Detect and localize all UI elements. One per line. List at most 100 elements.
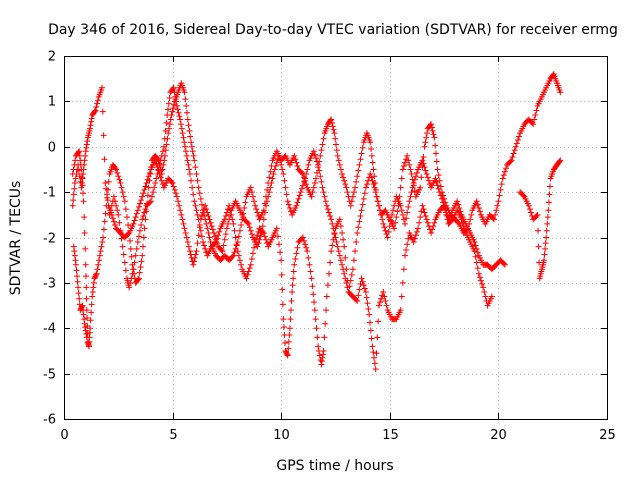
data-point-track-c (80, 311, 87, 318)
data-point-track-c (543, 227, 550, 234)
data-point-track-a (196, 190, 203, 197)
data-point-track-c (544, 214, 551, 221)
data-point-track-c (378, 295, 385, 302)
data-point-track-a (236, 227, 243, 234)
data-point-track-c (277, 249, 284, 256)
data-point-track-a (205, 229, 212, 236)
data-point-track-c (381, 293, 388, 300)
data-point-track-c (71, 248, 78, 255)
data-point-track-b (304, 166, 311, 173)
data-point-track-a (394, 208, 401, 215)
data-point-track-a (489, 215, 496, 222)
data-point-track-a (84, 315, 91, 322)
data-point-track-c (156, 161, 163, 168)
data-point-track-a (350, 189, 357, 196)
data-point-track-b (314, 158, 321, 165)
data-point-track-b (270, 170, 277, 177)
data-point-track-b (269, 175, 276, 182)
data-point-track-a (310, 184, 317, 191)
data-point-track-b (144, 176, 151, 183)
data-point-track-c (223, 209, 230, 216)
data-point-track-b (335, 248, 342, 255)
data-point-track-c (75, 290, 82, 297)
data-point-track-c (429, 226, 436, 233)
data-point-track-c (122, 267, 129, 274)
data-point-track-a (473, 198, 480, 205)
data-point-track-a (82, 261, 89, 268)
data-point-track-b (435, 185, 442, 192)
data-point-track-c (413, 228, 420, 235)
data-point-track-a (141, 225, 148, 232)
data-point-track-b (91, 108, 98, 115)
data-point-track-a (333, 141, 340, 148)
data-point-track-b (207, 219, 214, 226)
data-point-track-c (416, 219, 423, 226)
data-point-track-b (360, 195, 367, 202)
data-point-track-b (433, 178, 440, 185)
data-point-track-c (130, 266, 137, 273)
data-point-track-b (320, 189, 327, 196)
data-point-track-c (131, 259, 138, 266)
data-point-track-c (248, 256, 255, 263)
data-point-track-c (254, 232, 261, 239)
data-point-track-a (135, 275, 142, 282)
data-point-track-c (285, 345, 292, 352)
data-point-track-c (121, 259, 128, 266)
data-point-track-c (246, 265, 253, 272)
data-point-track-b (302, 175, 309, 182)
data-point-track-c (174, 106, 181, 113)
data-point-track-b (325, 209, 332, 216)
data-point-track-a (112, 165, 119, 172)
data-point-track-b (328, 216, 335, 223)
data-point-track-c (306, 261, 313, 268)
data-point-track-b (472, 242, 479, 249)
data-point-track-b (419, 157, 426, 164)
data-point-track-b (176, 202, 183, 209)
data-point-track-b (420, 160, 427, 167)
data-point-track-b (142, 183, 149, 190)
data-point-track-a (248, 189, 255, 196)
data-point-track-b (99, 84, 106, 91)
data-point-track-c (286, 325, 293, 332)
data-point-track-b (245, 220, 252, 227)
data-point-track-b (191, 258, 198, 265)
data-point-track-a (514, 136, 521, 143)
data-point-track-b (399, 211, 406, 218)
data-point-track-b (438, 195, 445, 202)
data-point-track-c (363, 294, 370, 301)
data-point-track-c (361, 285, 368, 292)
data-point-track-a (420, 153, 427, 160)
data-point-track-c (318, 358, 325, 365)
data-point-track-c (304, 248, 311, 255)
data-point-track-c (158, 152, 165, 159)
data-point-track-a (499, 175, 506, 182)
data-point-track-b (206, 216, 213, 223)
data-point-track-a (116, 176, 123, 183)
data-point-track-a (332, 135, 339, 142)
data-point-track-b (195, 232, 202, 239)
data-point-track-c (400, 266, 407, 273)
data-point-track-a (429, 127, 436, 134)
data-point-track-c (309, 283, 316, 290)
data-point-track-c (116, 219, 123, 226)
data-point-track-b (500, 260, 507, 267)
data-point-track-b (297, 189, 304, 196)
data-point-track-b (69, 202, 76, 209)
data-point-track-b (425, 177, 432, 184)
data-point-track-a (392, 219, 399, 226)
data-point-track-b (404, 209, 411, 216)
data-point-track-b (182, 229, 189, 236)
data-point-track-a (312, 175, 319, 182)
data-point-track-b (318, 178, 325, 185)
data-point-track-c (543, 234, 550, 241)
data-point-track-c (112, 198, 119, 205)
data-point-track-c (444, 216, 451, 223)
data-point-track-c (383, 302, 390, 309)
data-point-track-b (372, 189, 379, 196)
data-point-track-c (358, 275, 365, 282)
data-point-track-c (325, 270, 332, 277)
data-point-track-c (115, 211, 122, 218)
data-point-track-a (436, 177, 443, 184)
data-point-track-c (216, 228, 223, 235)
data-point-track-c (411, 235, 418, 242)
